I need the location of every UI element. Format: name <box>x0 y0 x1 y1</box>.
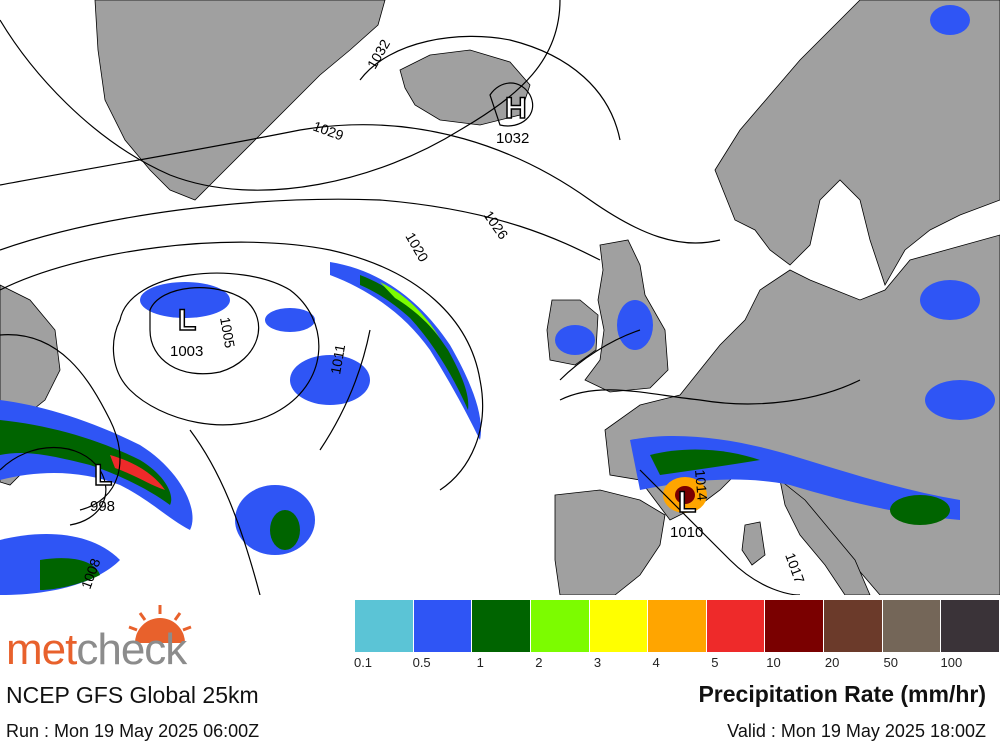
run-time: Run : Mon 19 May 2025 06:00Z <box>6 721 260 741</box>
legend-ticks: 0.1 0.5 1 2 3 4 5 10 20 50 100 <box>353 655 1000 671</box>
model-name: NCEP GFS Global 25km <box>6 682 259 708</box>
sardinia <box>741 521 766 566</box>
rain-patch-central <box>290 355 370 405</box>
legend-swatch <box>765 600 825 652</box>
rain-band-core-green <box>380 282 440 338</box>
rain-patch-gulf-of-lion-core <box>675 486 695 504</box>
rain-patch-wales <box>617 300 653 350</box>
footer: metcheck 0.1 0.5 1 2 3 4 5 10 20 50 100 NCEP GFS G… <box>0 595 1000 749</box>
rain-patch-mid-atlantic <box>265 308 315 332</box>
rain-band-west-low-heavy <box>110 455 165 490</box>
greenland <box>94 0 386 201</box>
pressure-centre-letter: L <box>178 304 196 337</box>
legend-swatch <box>648 600 707 652</box>
logo-check: check <box>76 625 187 674</box>
rain-patch-low-1003 <box>140 282 230 318</box>
iberia <box>554 489 666 595</box>
scandinavia <box>714 0 1000 286</box>
rain-band-atlantic-arc <box>330 262 481 440</box>
rain-band-atlantic-arc-core <box>360 275 469 410</box>
legend-swatch <box>530 600 590 652</box>
rain-patch-south-atlantic-core <box>270 510 300 550</box>
legend-swatch <box>472 600 531 652</box>
precipitation-legend <box>355 600 1000 652</box>
legend-swatch <box>941 600 1000 652</box>
rain-patch-ireland <box>555 325 595 355</box>
pressure-centre-letter: H <box>505 92 527 125</box>
legend-swatch <box>413 600 473 652</box>
legend-title: Precipitation Rate (mm/hr) <box>698 681 986 707</box>
pressure-centre-value: 1003 <box>170 343 203 360</box>
legend-tick-label: 2 <box>535 655 543 670</box>
legend-tick-label: 4 <box>652 655 660 670</box>
valid-time: Valid : Mon 19 May 2025 18:00Z <box>727 721 986 741</box>
pressure-centres: H 1032 L 1003 L 998 L 1010 <box>90 91 703 541</box>
rain-patch-balkans <box>890 495 950 525</box>
legend-tick-label: 5 <box>711 655 719 670</box>
isobar-label: 1014 <box>692 469 711 502</box>
pressure-centre-letter: L <box>94 459 112 492</box>
legend-tick-label: 20 <box>824 655 840 670</box>
legend-swatch <box>824 600 883 652</box>
isobars <box>0 0 861 595</box>
pressure-centre-value: 998 <box>90 498 115 515</box>
rain-band-france-core <box>650 449 760 475</box>
legend-swatch <box>706 600 766 652</box>
pressure-centre-letter: L <box>678 486 696 519</box>
legend-tick-label: 0.5 <box>412 655 431 670</box>
weather-map: 1032 1029 1026 1020 1005 1011 1017 1008 … <box>0 0 1000 595</box>
sun-logo-icon <box>128 605 192 643</box>
legend-tick-label: 50 <box>883 655 898 670</box>
legend-tick-label: 100 <box>940 655 963 670</box>
isobar-label: 1011 <box>327 343 348 376</box>
legend-swatch <box>882 600 942 652</box>
pressure-centre-value: 1032 <box>496 130 529 147</box>
logo-met: met <box>6 625 77 674</box>
rain-band-west-tail-core <box>40 558 100 590</box>
legend-tick-label: 10 <box>766 655 781 670</box>
legend-tick-label: 1 <box>476 655 484 670</box>
legend-tick-label: 0.1 <box>353 655 373 670</box>
rain-patch-ne-europe <box>925 380 995 420</box>
isobar-label: 1005 <box>217 316 238 350</box>
legend-tick-label: 3 <box>593 655 602 670</box>
rain-patch-norway <box>930 5 970 35</box>
metcheck-logo: metcheck <box>6 625 187 675</box>
rain-patch-baltic <box>920 280 980 320</box>
pressure-centre-value: 1010 <box>670 524 703 541</box>
legend-swatch <box>589 600 649 652</box>
legend-swatch <box>355 600 414 652</box>
italy <box>779 479 871 595</box>
rain-band-west-low-core <box>0 420 172 505</box>
